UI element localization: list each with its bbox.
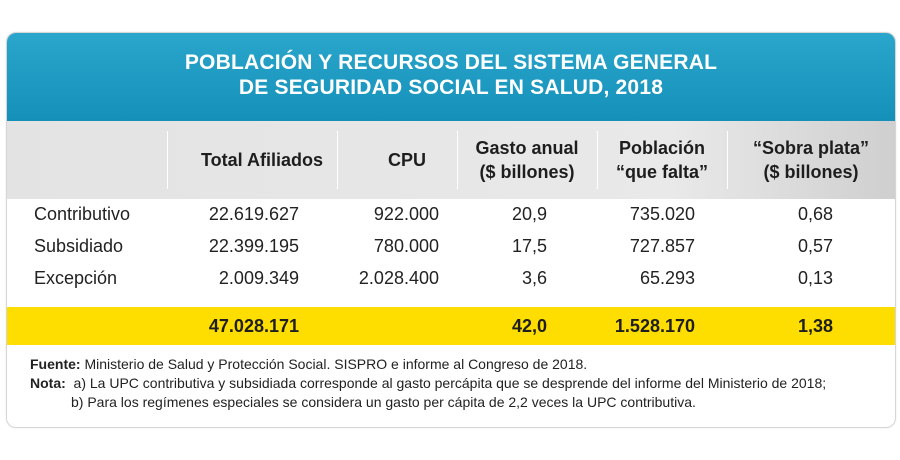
note-line: Nota: a) La UPC contributiva y subsidiad…: [30, 375, 827, 391]
column-header-gasto-anual: Gasto anual ($ billones): [475, 138, 579, 182]
total-poblacion-value: 1.528.170: [614, 316, 695, 336]
header-divider: [337, 131, 338, 189]
totals-row: 47.028.171 42,0 1.528.170 1,38: [7, 307, 895, 345]
cell-cpu: 922.000: [373, 204, 439, 224]
cell-poblacion-que-falta: 735.020: [629, 204, 695, 224]
table-title-line-1: POBLACIÓN Y RECURSOS DEL SISTEMA GENERAL: [184, 51, 718, 74]
header-divider: [167, 131, 168, 189]
header-divider: [597, 131, 598, 189]
data-table-card: POBLACIÓN Y RECURSOS DEL SISTEMA GENERAL…: [6, 32, 896, 428]
cell-cpu: 2.028.400: [358, 268, 439, 288]
cell-gasto-anual: 3,6: [521, 268, 547, 288]
table-row-excepcion: Excepción 2.009.349 2.028.400 3,6 65.293…: [7, 263, 895, 293]
column-header-poblacion-que-falta: Población “que falta”: [615, 138, 708, 182]
table-row-contributivo: Contributivo 22.619.627 922.000 20,9 735…: [7, 199, 895, 229]
table-row-subsidiado: Subsidiado 22.399.195 780.000 17,5 727.8…: [7, 231, 895, 261]
column-header-total-afiliados: Total Afiliados: [200, 150, 323, 170]
row-label: Excepción: [34, 268, 118, 288]
cell-poblacion-que-falta: 65.293: [639, 268, 695, 288]
cell-sobra-plata: 0,13: [797, 268, 833, 288]
total-gasto-anual-value: 42,0: [511, 316, 547, 336]
cell-cpu: 780.000: [373, 236, 439, 256]
cell-poblacion-que-falta: 727.857: [629, 236, 695, 256]
cell-gasto-anual: 20,9: [511, 204, 547, 224]
cell-total-afiliados: 22.399.195: [208, 236, 299, 256]
column-header-row: Total Afiliados CPU Gasto anual ($ billon…: [7, 121, 895, 199]
header-divider: [727, 131, 728, 189]
table-title-line-2: DE SEGURIDAD SOCIAL EN SALUD, 2018: [238, 76, 664, 99]
row-label: Contributivo: [34, 204, 131, 224]
note-line-b: b) Para los regímenes especiales se cons…: [71, 394, 696, 410]
cell-total-afiliados: 22.619.627: [208, 204, 299, 224]
cell-sobra-plata: 0,68: [797, 204, 833, 224]
cell-total-afiliados: 2.009.349: [218, 268, 299, 288]
table-footnotes: Fuente: Ministerio de Salud y Protección…: [30, 355, 826, 412]
total-afiliados-value: 47.028.171: [208, 316, 299, 336]
table-title: POBLACIÓN Y RECURSOS DEL SISTEMA GENERAL…: [7, 33, 895, 121]
cell-gasto-anual: 17,5: [511, 236, 547, 256]
row-label: Subsidiado: [34, 236, 124, 256]
total-sobra-plata-value: 1,38: [797, 316, 833, 336]
source-line: Fuente: Ministerio de Salud y Protección…: [30, 356, 588, 372]
cell-sobra-plata: 0,57: [797, 236, 833, 256]
header-divider: [457, 131, 458, 189]
column-header-cpu: CPU: [387, 150, 426, 170]
column-header-sobra-plata: “Sobra plata” ($ billones): [752, 138, 870, 182]
